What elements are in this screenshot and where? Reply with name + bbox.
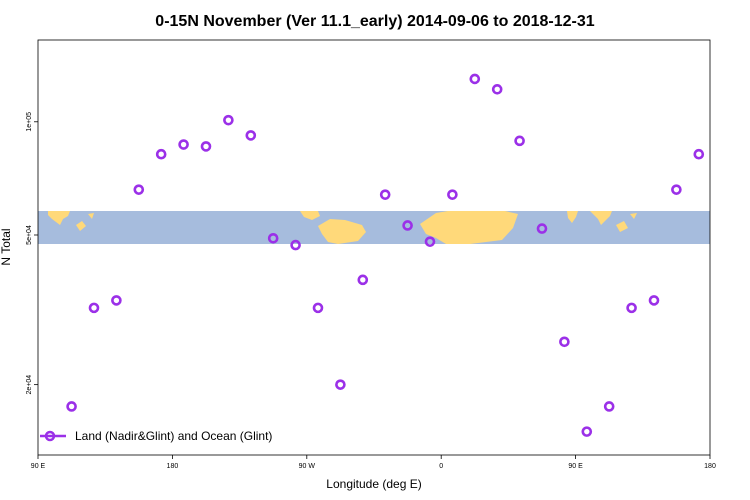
data-points: [66, 73, 705, 437]
land-island-right-b: [630, 213, 637, 219]
data-point: [111, 295, 122, 306]
data-point: [155, 148, 167, 160]
x-axis-label: Longitude (deg E): [326, 477, 421, 491]
x-tick-label: 90 E: [568, 463, 583, 470]
data-point: [223, 114, 234, 126]
data-point: [447, 189, 458, 200]
land-island-left-a: [76, 221, 86, 231]
data-point: [402, 220, 413, 231]
data-point: [581, 426, 593, 437]
y-axis: 2e+04 5e+04 1e+05: [26, 112, 38, 395]
data-point: [536, 223, 548, 234]
data-point: [671, 184, 682, 195]
x-tick-label: 180: [704, 463, 716, 470]
land-asia-right: [590, 211, 612, 225]
x-axis: 90 E 180 90 W 0 90 E 180: [31, 455, 716, 470]
data-point: [267, 232, 279, 244]
x-tick-label: 180: [167, 463, 179, 470]
data-point: [66, 401, 77, 412]
data-point: [312, 302, 324, 314]
data-point: [469, 73, 481, 85]
legend: Land (Nadir&Glint) and Ocean (Glint): [40, 429, 272, 443]
data-point: [559, 336, 570, 348]
data-point: [424, 236, 436, 247]
data-point: [88, 302, 100, 314]
x-tick-label: 90 W: [299, 463, 316, 470]
data-point: [178, 139, 189, 150]
data-point: [335, 379, 346, 390]
x-tick-label: 0: [439, 463, 443, 470]
y-axis-label: N Total: [0, 228, 13, 265]
land-africa: [420, 211, 518, 244]
data-point: [648, 295, 660, 306]
plot-frame: [37, 39, 711, 456]
legend-marker-icon: [44, 430, 56, 442]
chart-title: 0-15N November (Ver 11.1_early) 2014-09-…: [155, 13, 594, 30]
data-point: [290, 239, 301, 251]
data-point: [693, 148, 705, 160]
land-central-america: [300, 211, 320, 220]
data-point: [133, 184, 145, 195]
y-tick-label: 2e+04: [26, 375, 33, 395]
data-point: [379, 189, 391, 200]
land-island-left-b: [88, 213, 94, 219]
x-tick-label: 90 E: [31, 463, 46, 470]
data-point: [357, 274, 369, 286]
land-south-america: [318, 219, 366, 244]
legend-label: Land (Nadir&Glint) and Ocean (Glint): [75, 429, 272, 443]
y-tick-label: 1e+05: [26, 112, 33, 132]
land-asia-left: [48, 211, 70, 225]
data-point: [626, 302, 637, 314]
y-tick-label: 5e+04: [26, 225, 33, 245]
data-point: [200, 141, 212, 152]
data-point: [514, 135, 525, 147]
land-india: [567, 211, 578, 223]
data-point: [603, 401, 615, 412]
map-band: [38, 211, 710, 244]
data-point: [491, 84, 503, 95]
land-island-right-a: [616, 221, 628, 232]
data-point: [245, 130, 257, 141]
